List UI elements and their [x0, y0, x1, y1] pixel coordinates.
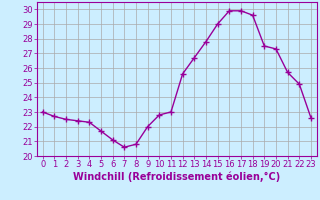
X-axis label: Windchill (Refroidissement éolien,°C): Windchill (Refroidissement éolien,°C) [73, 172, 280, 182]
